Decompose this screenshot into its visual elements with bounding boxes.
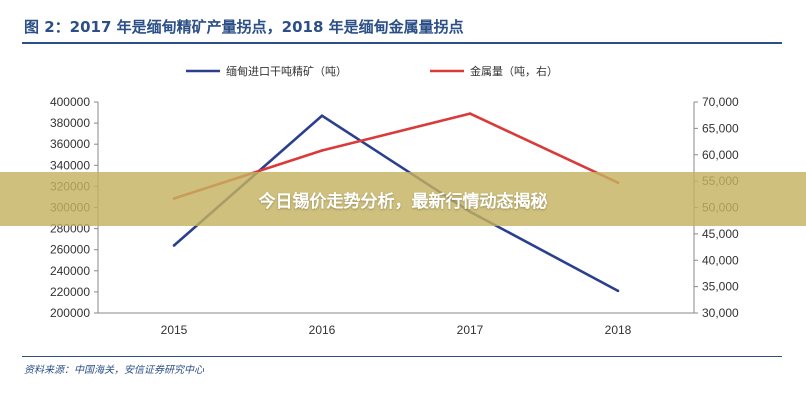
- right-tick-label: 35,000: [702, 280, 739, 294]
- left-tick-label: 400000: [50, 95, 90, 109]
- left-tick-label: 360000: [50, 137, 90, 151]
- figure-title: 图 2：2017 年是缅甸精矿产量拐点，2018 年是缅甸金属量拐点: [24, 18, 464, 36]
- legend-label-2: 金属量（吨，右）: [470, 64, 558, 78]
- overlay-banner: 今日锡价走势分析，最新行情动态揭秘: [0, 172, 806, 226]
- right-tick-label: 40,000: [702, 253, 739, 267]
- left-tick-label: 380000: [50, 116, 90, 130]
- left-tick-label: 200000: [50, 306, 90, 320]
- series-2-point: [320, 149, 324, 152]
- right-tick-label: 70,000: [702, 95, 739, 109]
- x-tick-label: 2017: [457, 323, 484, 337]
- right-tick-label: 45,000: [702, 227, 739, 241]
- chart-legend: 缅甸进口干吨精矿（吨） 金属量（吨，右）: [186, 64, 558, 78]
- series-1-point: [616, 289, 620, 293]
- right-tick-label: 60,000: [702, 148, 739, 162]
- left-tick-label: 260000: [50, 243, 90, 257]
- left-tick-label: 220000: [50, 285, 90, 299]
- series-1-point: [172, 244, 176, 247]
- left-tick-label: 340000: [50, 158, 90, 172]
- left-tick-label: 240000: [50, 264, 90, 278]
- x-tick-label: 2016: [309, 323, 336, 337]
- series-2-point: [468, 112, 472, 115]
- series-1-point: [320, 114, 324, 118]
- right-tick-label: 30,000: [702, 306, 739, 320]
- x-tick-label: 2018: [605, 323, 632, 337]
- title-divider: [22, 42, 782, 44]
- legend-label-1: 缅甸进口干吨精矿（吨）: [226, 64, 347, 78]
- right-tick-label: 65,000: [702, 121, 739, 135]
- source-divider: [22, 356, 782, 357]
- source-note: 资料来源：中国海关，安信证券研究中心: [24, 365, 204, 376]
- banner-text: 今日锡价走势分析，最新行情动态揭秘: [258, 191, 548, 212]
- x-tick-label: 2015: [161, 323, 188, 337]
